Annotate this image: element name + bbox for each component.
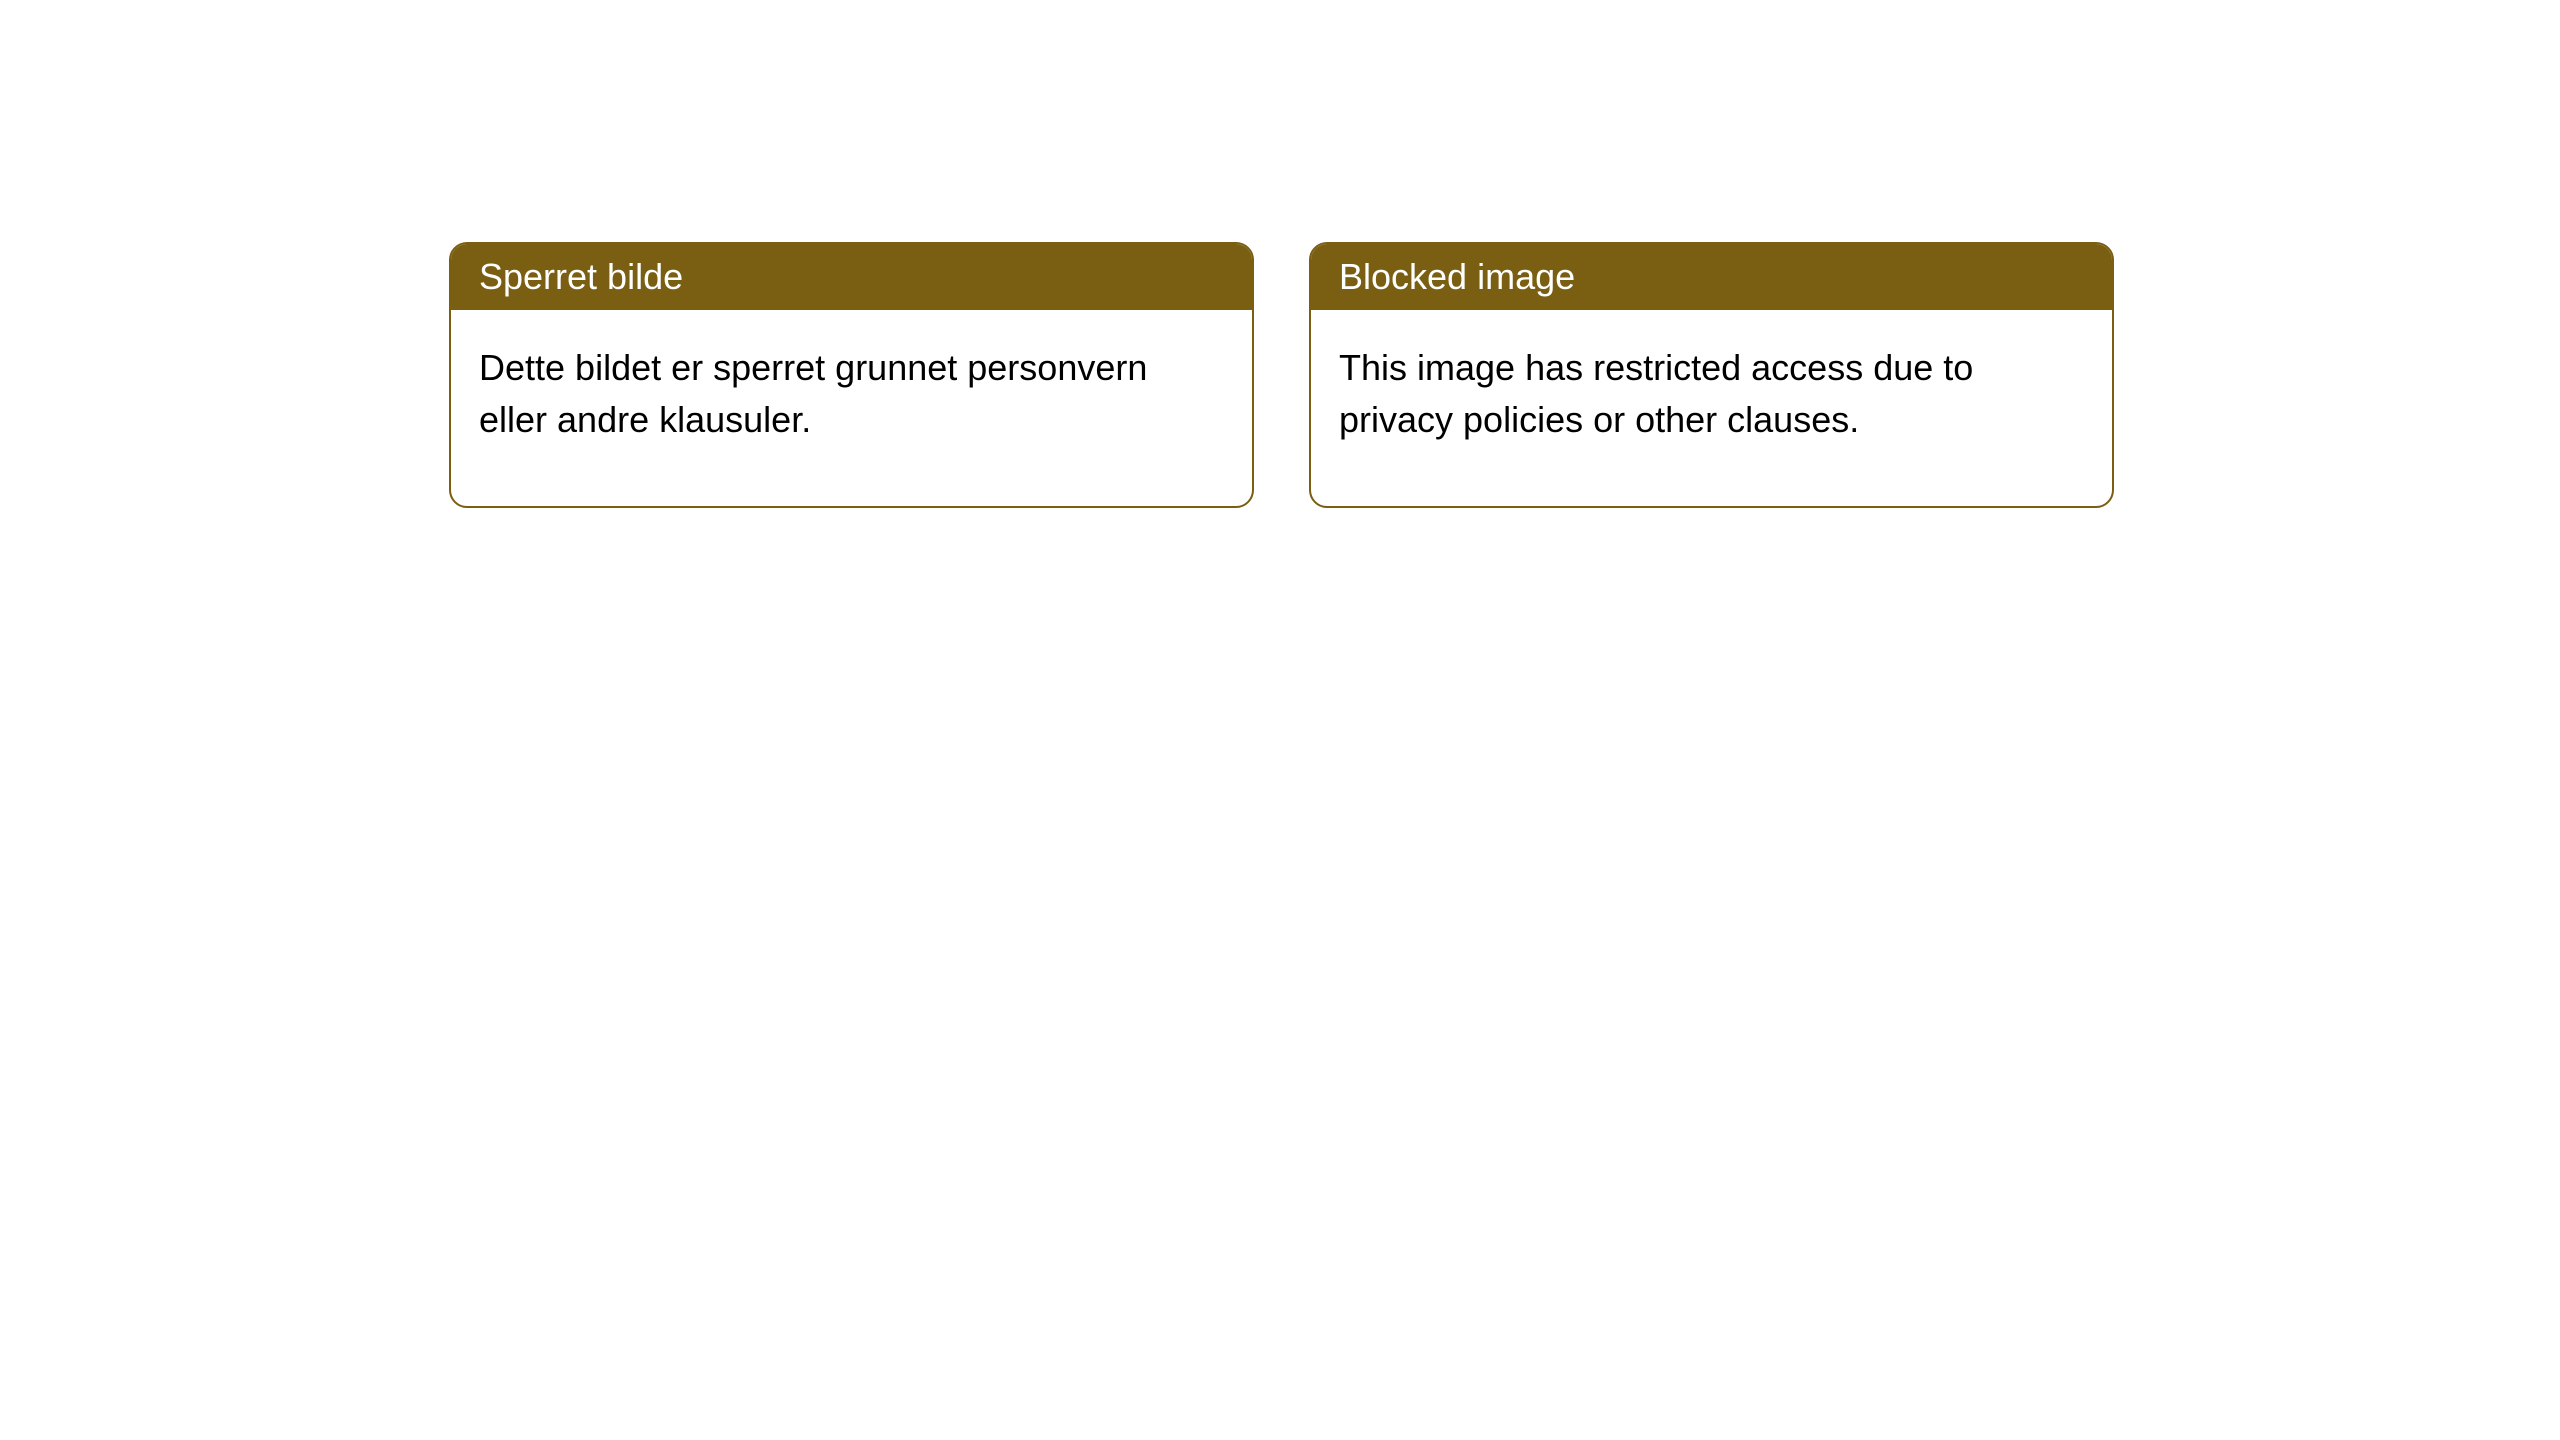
notice-title: Blocked image bbox=[1339, 256, 1575, 297]
notice-body: This image has restricted access due to … bbox=[1311, 310, 2112, 506]
notice-body-text: This image has restricted access due to … bbox=[1339, 347, 1973, 440]
notice-card-english: Blocked image This image has restricted … bbox=[1309, 242, 2114, 508]
notice-title: Sperret bilde bbox=[479, 256, 683, 297]
notice-body-text: Dette bildet er sperret grunnet personve… bbox=[479, 347, 1147, 440]
notice-container: Sperret bilde Dette bildet er sperret gr… bbox=[449, 242, 2114, 508]
notice-body: Dette bildet er sperret grunnet personve… bbox=[451, 310, 1252, 506]
notice-card-norwegian: Sperret bilde Dette bildet er sperret gr… bbox=[449, 242, 1254, 508]
notice-header: Sperret bilde bbox=[451, 244, 1252, 310]
notice-header: Blocked image bbox=[1311, 244, 2112, 310]
